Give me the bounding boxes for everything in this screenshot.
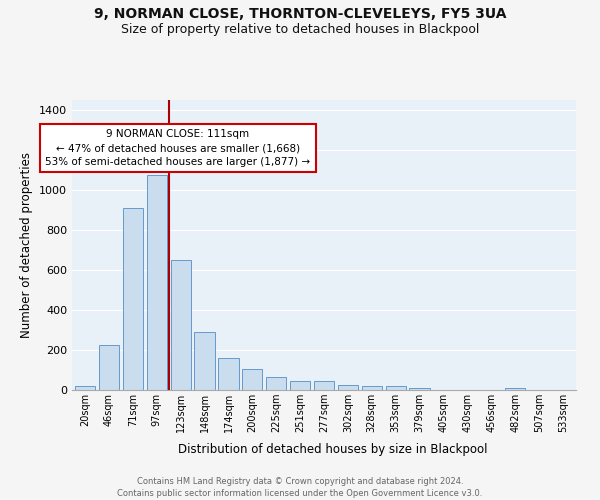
Bar xyxy=(146,175,167,390)
Bar xyxy=(75,386,95,390)
Bar xyxy=(409,388,430,390)
Bar xyxy=(314,381,334,390)
Text: Size of property relative to detached houses in Blackpool: Size of property relative to detached ho… xyxy=(121,22,479,36)
Bar xyxy=(170,260,191,390)
Bar xyxy=(194,332,215,390)
Text: 9, NORMAN CLOSE, THORNTON-CLEVELEYS, FY5 3UA: 9, NORMAN CLOSE, THORNTON-CLEVELEYS, FY5… xyxy=(94,8,506,22)
Bar xyxy=(338,384,358,390)
Bar xyxy=(99,345,119,390)
Bar xyxy=(123,208,143,390)
Y-axis label: Number of detached properties: Number of detached properties xyxy=(20,152,34,338)
Bar xyxy=(505,388,525,390)
Bar xyxy=(290,381,310,390)
Bar xyxy=(242,368,262,390)
Text: 9 NORMAN CLOSE: 111sqm
← 47% of detached houses are smaller (1,668)
53% of semi-: 9 NORMAN CLOSE: 111sqm ← 47% of detached… xyxy=(45,129,310,167)
Text: Distribution of detached houses by size in Blackpool: Distribution of detached houses by size … xyxy=(178,442,488,456)
Bar xyxy=(362,386,382,390)
Bar xyxy=(266,376,286,390)
Text: Contains HM Land Registry data © Crown copyright and database right 2024.
Contai: Contains HM Land Registry data © Crown c… xyxy=(118,476,482,498)
Bar xyxy=(386,386,406,390)
Bar xyxy=(218,358,239,390)
